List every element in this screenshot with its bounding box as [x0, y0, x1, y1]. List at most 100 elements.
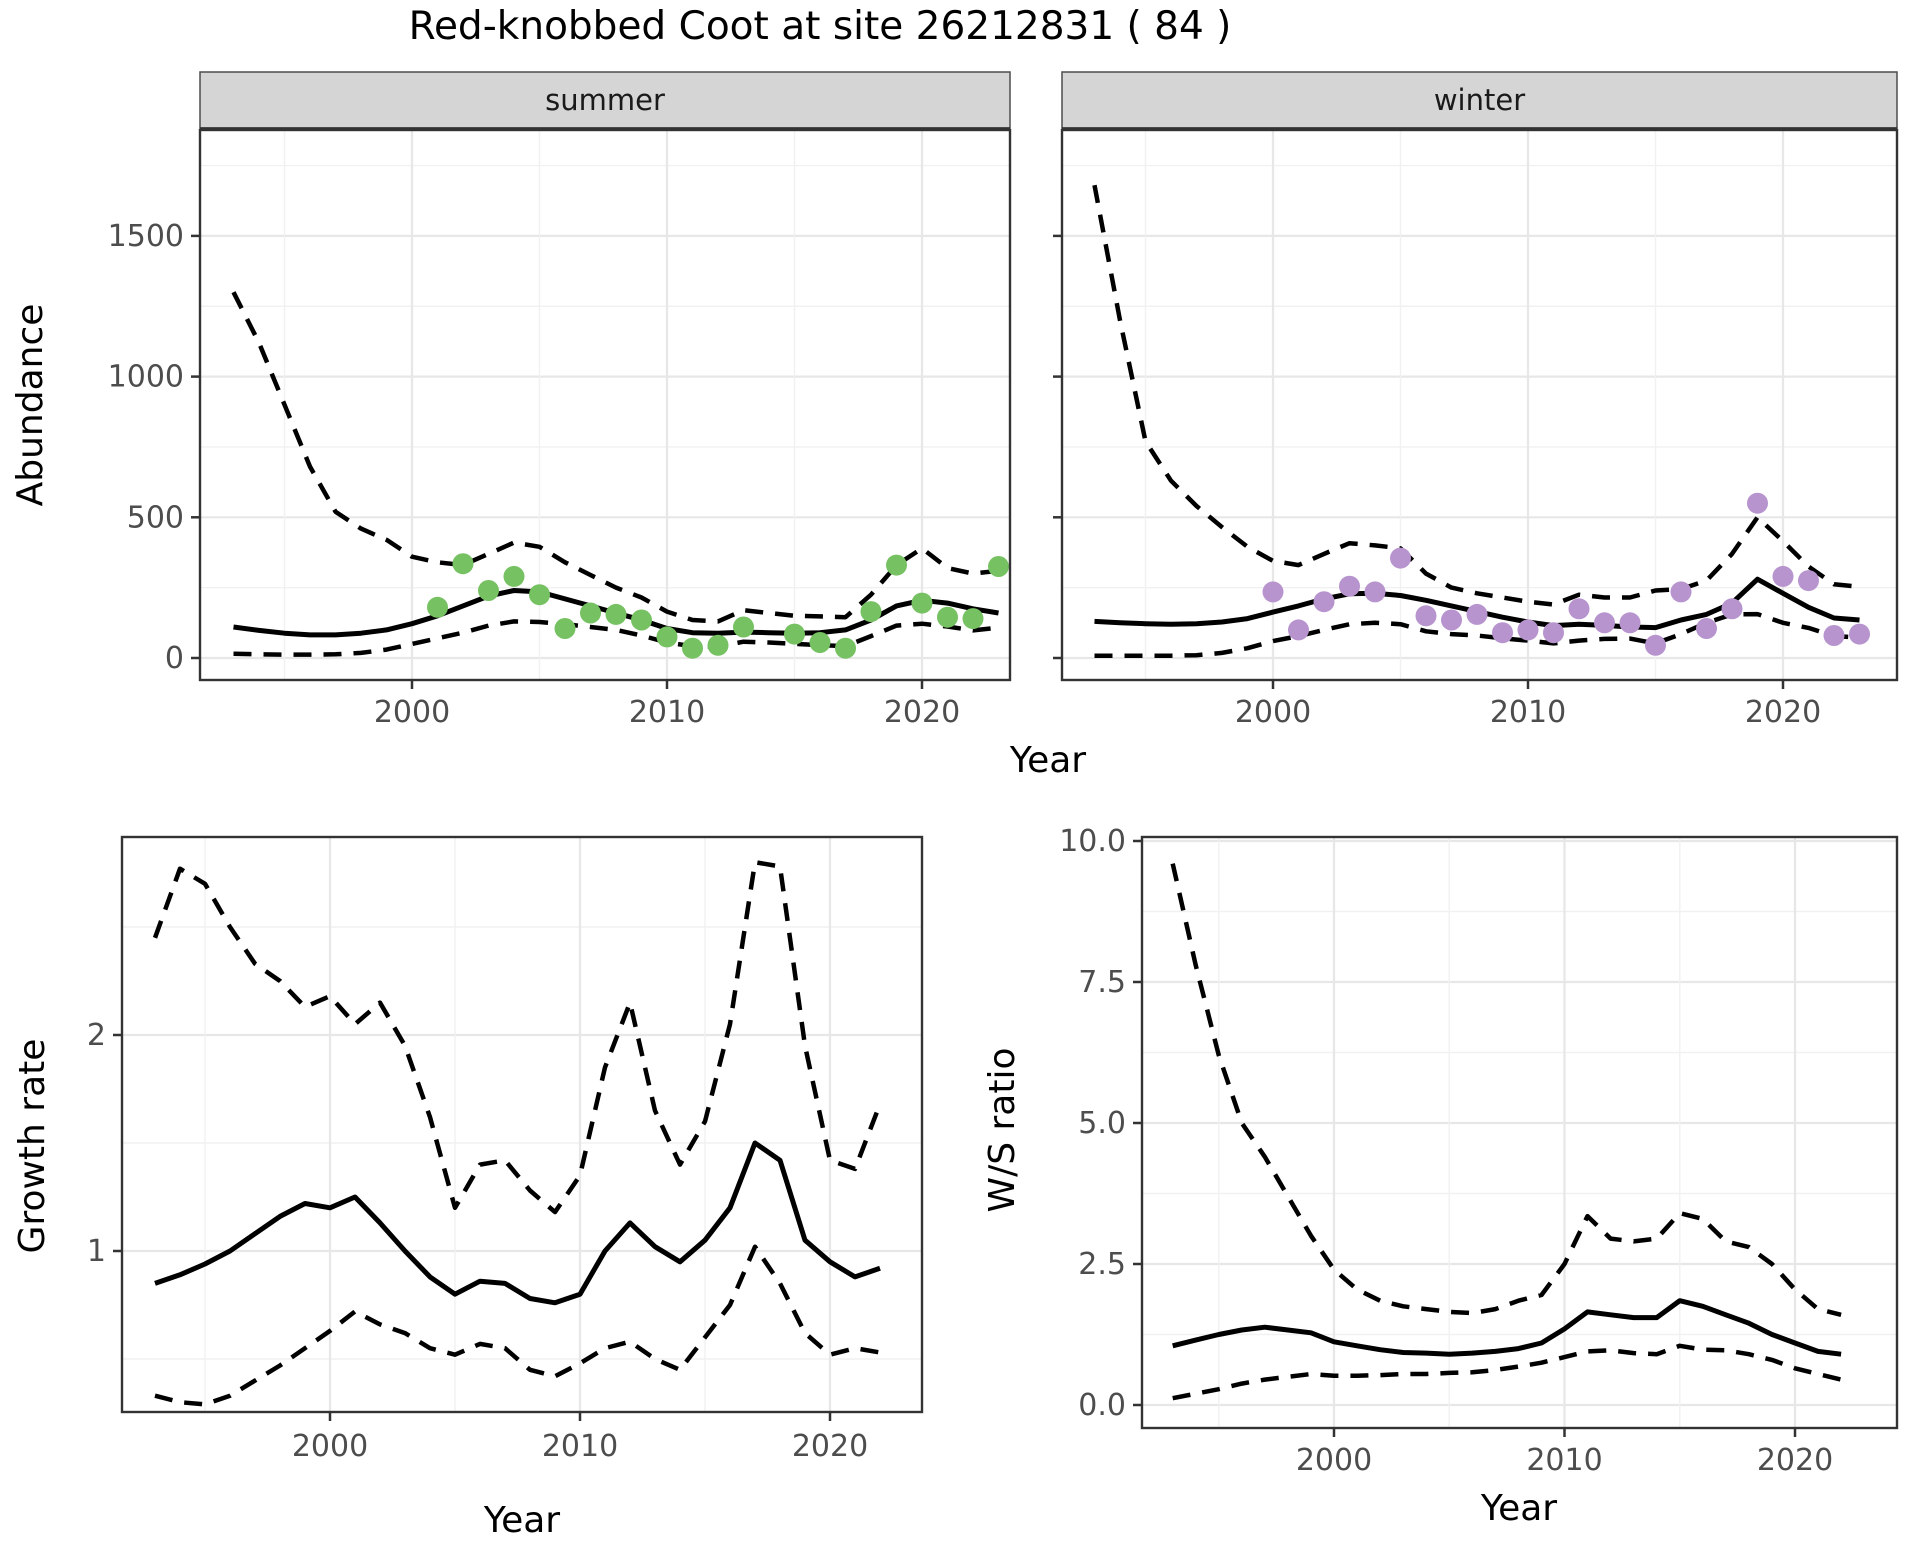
observed-point	[1849, 623, 1870, 645]
observed-point	[809, 632, 831, 653]
facet-strip-winter	[1061, 71, 1898, 129]
lower_ci-line	[154, 1244, 881, 1407]
y-axis-tick-label: 500	[127, 500, 184, 535]
observed-point	[656, 626, 678, 648]
observed-point	[1466, 603, 1488, 625]
observed-point	[1772, 565, 1794, 587]
observed-point	[1721, 598, 1743, 620]
observed-point	[988, 556, 1009, 577]
lower_ci-line	[233, 619, 999, 657]
panel-abundance_winter: winter 2000 2010 2020	[1053, 71, 1899, 730]
facet-strip-label: summer	[545, 83, 665, 117]
chart-title: Red-knobbed Coot at site 26212831 ( 84 )	[408, 4, 1232, 49]
y-axis-title-abundance: Abundance	[10, 304, 51, 507]
observed-point	[1441, 609, 1462, 631]
observed-point	[478, 580, 499, 601]
observed-point	[1619, 612, 1641, 634]
y-axis-tick-label: 2	[87, 1018, 106, 1053]
panel-ws_ratio: 2000 2010 2020 0.0 2.5 5.0 7.5 10.0	[1059, 824, 1899, 1478]
upper_ci-line	[152, 859, 883, 1215]
observed-point	[937, 606, 958, 628]
x-axis-tick-label: 2000	[292, 1429, 368, 1464]
panel-growth_rate: 2000 2010 2020 1 2	[87, 835, 924, 1464]
lower_ci-line	[1094, 611, 1860, 658]
x-axis-title-year-growth: Year	[483, 1500, 560, 1541]
observed-point	[1288, 619, 1309, 641]
x-axis-tick-label: 2020	[792, 1429, 868, 1464]
observed-point	[1696, 618, 1717, 639]
y-axis-tick-label: 7.5	[1078, 965, 1126, 1000]
y-axis-tick-label: 0	[165, 641, 184, 676]
upper_ci-line	[1092, 184, 1860, 607]
y-axis-tick-label: 1000	[108, 360, 184, 395]
panel-border	[1140, 835, 1899, 1430]
observed-point	[452, 553, 474, 575]
observed-point	[554, 618, 576, 639]
observed-point	[1543, 622, 1564, 644]
observed-point	[1568, 598, 1590, 620]
y-axis-title-ws-ratio: W/S ratio	[982, 1047, 1023, 1212]
observed-point	[427, 596, 448, 618]
observed-point	[1517, 619, 1539, 641]
observed-point	[1262, 581, 1284, 603]
facet-strip-summer	[199, 71, 1011, 129]
observed-point	[1594, 612, 1615, 634]
x-axis-tick-label: 2020	[884, 695, 960, 730]
observed-point	[1645, 634, 1666, 656]
observed-point	[1823, 625, 1845, 646]
panel-border	[198, 128, 1012, 682]
y-axis-tick-label: 1	[87, 1234, 106, 1269]
observed-point	[835, 637, 856, 659]
x-axis-title-year-ws: Year	[1480, 1488, 1557, 1529]
observed-point	[1798, 570, 1819, 592]
x-axis-tick-label: 2020	[1745, 695, 1821, 730]
observed-point	[682, 637, 703, 659]
upper_ci-line	[1170, 863, 1842, 1317]
observed-point	[1364, 581, 1386, 603]
lower_ci-line	[1172, 1343, 1842, 1401]
fit-line	[1172, 1298, 1842, 1357]
observed-point	[962, 608, 984, 630]
x-axis-tick-label: 2010	[1490, 695, 1566, 730]
observed-point	[784, 623, 805, 645]
observed-point	[1390, 547, 1411, 569]
observed-point	[631, 609, 652, 631]
observed-point	[1339, 575, 1360, 597]
y-axis-tick-label: 10.0	[1059, 824, 1126, 859]
panel-border	[120, 835, 924, 1414]
y-axis-tick-label: 0.0	[1078, 1388, 1126, 1423]
y-axis-tick-label: 1500	[108, 219, 184, 254]
x-axis-tick-label: 2010	[1526, 1443, 1602, 1478]
x-axis-tick-label: 2020	[1757, 1443, 1833, 1478]
x-axis-tick-label: 2010	[542, 1429, 618, 1464]
y-axis-tick-label: 2.5	[1078, 1247, 1126, 1282]
x-axis-tick-label: 2000	[374, 695, 450, 730]
observed-point	[1313, 591, 1335, 613]
observed-point	[911, 592, 933, 614]
upper_ci-line	[231, 291, 999, 624]
observed-point	[529, 584, 550, 606]
facet-strip-label: winter	[1434, 83, 1525, 117]
observed-point	[503, 565, 525, 587]
observed-point	[1747, 492, 1768, 514]
observed-point	[1492, 622, 1513, 644]
panel-border	[1060, 128, 1899, 682]
observed-point	[1670, 581, 1692, 603]
observed-point	[886, 554, 907, 576]
observed-point	[860, 601, 882, 623]
x-axis-tick-label: 2010	[629, 695, 705, 730]
panel-abundance_summer: summer 2000 2010 2020 0 500 1000 1500	[108, 71, 1012, 730]
x-axis-title-year-top: Year	[1009, 740, 1086, 781]
observed-point	[733, 616, 754, 638]
observed-point	[1415, 605, 1437, 627]
observed-point	[580, 602, 601, 624]
observed-point	[707, 634, 729, 656]
fit-line	[154, 1140, 881, 1306]
observed-point	[605, 603, 627, 625]
x-axis-tick-label: 2000	[1296, 1443, 1372, 1478]
x-axis-tick-label: 2000	[1235, 695, 1311, 730]
y-axis-tick-label: 5.0	[1078, 1106, 1126, 1141]
y-axis-title-growth-rate: Growth rate	[12, 1039, 53, 1254]
